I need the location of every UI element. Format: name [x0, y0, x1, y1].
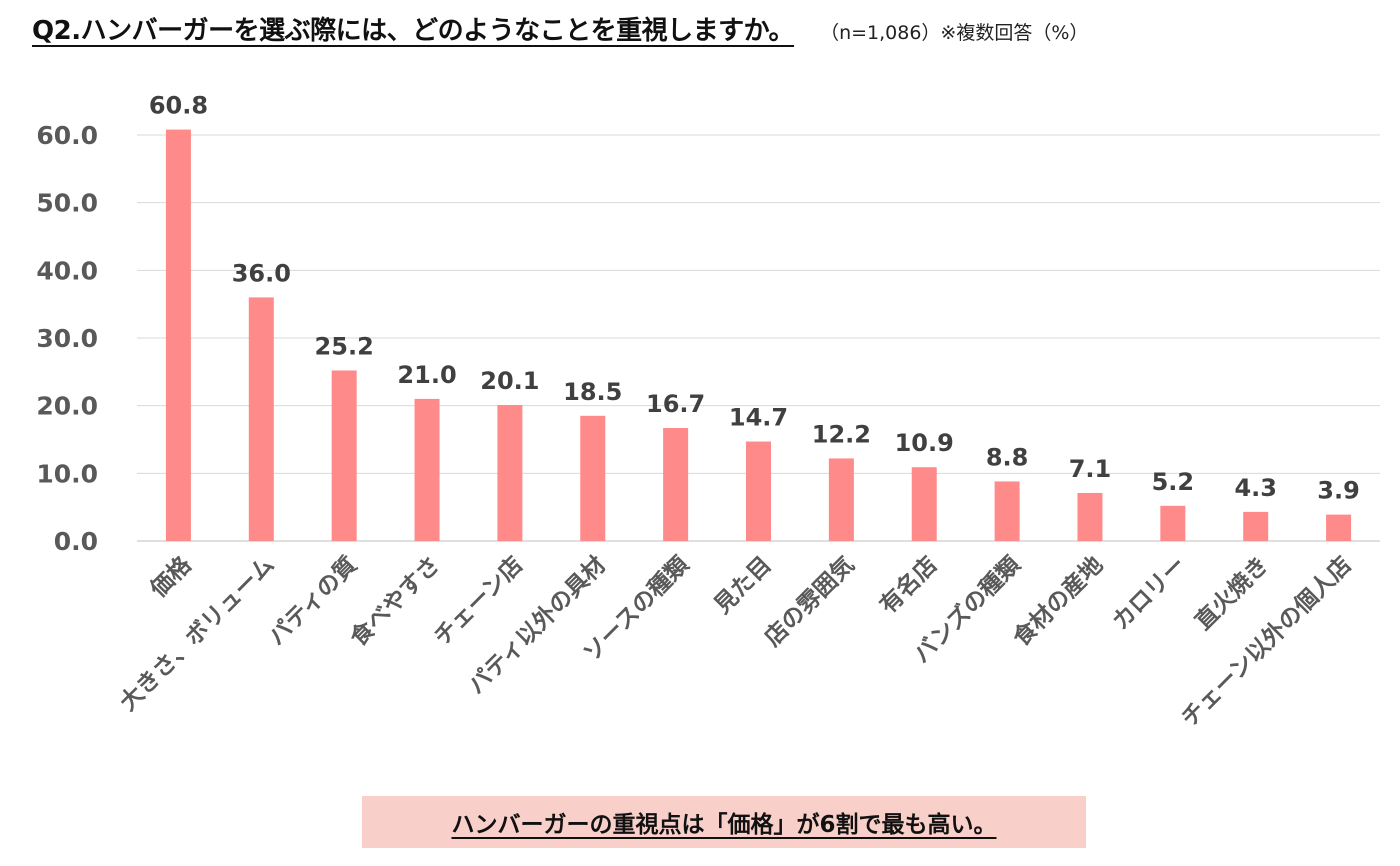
data-label: 3.9 — [1317, 477, 1360, 505]
bar — [580, 415, 606, 541]
x-tick-label: 価格 — [144, 550, 197, 603]
data-label: 60.8 — [149, 92, 208, 120]
x-tick-label: 大きさ、ボリューム — [115, 552, 279, 716]
summary-callout-text: ハンバーガーの重視点は「価格」が6割で最も高い。 — [451, 812, 997, 838]
data-label: 25.2 — [315, 332, 374, 360]
bar — [828, 458, 854, 541]
y-tick-label: 10.0 — [36, 459, 98, 488]
y-tick-label: 20.0 — [36, 392, 98, 421]
bar — [1160, 505, 1186, 541]
x-tick-label: 食材の産地 — [1008, 551, 1108, 651]
data-label: 16.7 — [646, 390, 705, 418]
data-label: 18.5 — [563, 378, 622, 406]
x-tick-label: チェーン以外の個人店 — [1176, 551, 1357, 732]
bar — [331, 370, 357, 541]
x-tick-label: パティ以外の具材 — [463, 551, 611, 699]
bar — [497, 404, 523, 541]
data-label: 10.9 — [895, 429, 954, 457]
bar — [663, 427, 689, 541]
data-label: 21.0 — [397, 361, 456, 389]
x-tick-label: 直火焼き — [1190, 551, 1274, 635]
bar — [746, 441, 771, 541]
bar — [911, 467, 937, 541]
header: Q2.ハンバーガーを選ぶ際には、どのようなことを重視しますか。 （n=1,086… — [32, 10, 1088, 50]
data-label: 14.7 — [729, 404, 788, 432]
bar — [1326, 514, 1352, 541]
bar — [165, 129, 191, 541]
bar — [414, 398, 440, 541]
x-tick-label: 食べやすさ — [345, 551, 445, 651]
summary-callout: ハンバーガーの重視点は「価格」が6割で最も高い。 — [362, 796, 1086, 848]
data-label: 36.0 — [232, 259, 291, 287]
y-tick-label: 30.0 — [36, 324, 98, 353]
x-tick-label: 有名店 — [875, 551, 943, 619]
data-label: 20.1 — [480, 367, 539, 395]
data-label: 12.2 — [812, 420, 871, 448]
data-label: 8.8 — [986, 443, 1029, 471]
bar — [1243, 511, 1269, 541]
bar — [994, 481, 1020, 541]
data-label: 5.2 — [1152, 468, 1195, 496]
x-tick-label: カロリー — [1108, 552, 1191, 635]
y-tick-label: 50.0 — [36, 189, 98, 218]
bar-chart: 0.0 10.0 20.0 30.0 40.0 50.0 60.0 60.8 価格 36.0 大きさ… — [36, 92, 1380, 732]
data-label: 7.1 — [1069, 455, 1112, 483]
y-tick-label: 60.0 — [36, 121, 98, 150]
bar — [1077, 492, 1103, 541]
bar — [248, 297, 274, 541]
data-label: 4.3 — [1234, 474, 1277, 502]
x-tick-label: 店の雰囲気 — [759, 551, 859, 651]
sample-note: （n=1,086）※複数回答（%） — [820, 22, 1089, 44]
x-tick-label: 見た目 — [710, 552, 777, 619]
y-tick-label: 0.0 — [54, 527, 98, 556]
chart-title: Q2.ハンバーガーを選ぶ際には、どのようなことを重視しますか。 — [32, 16, 795, 46]
y-tick-label: 40.0 — [36, 256, 98, 285]
